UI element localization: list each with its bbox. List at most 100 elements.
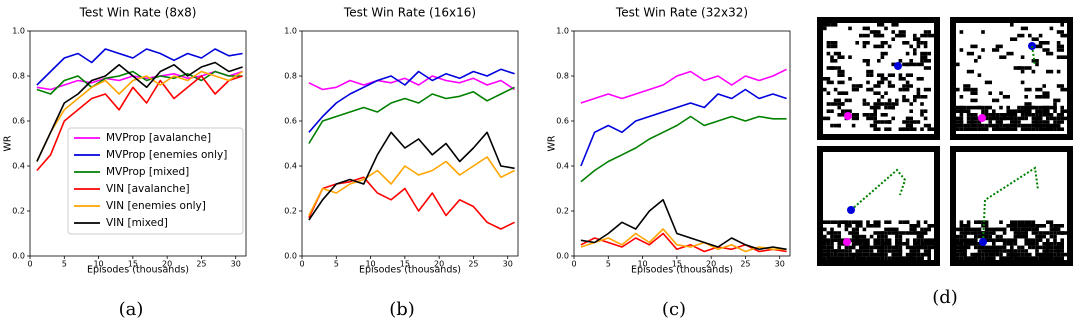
map-wall <box>1031 37 1039 41</box>
map-wall <box>977 123 985 128</box>
map-wall <box>913 48 917 52</box>
map-wall <box>920 55 928 59</box>
map-wall <box>884 256 888 260</box>
map-wall <box>905 80 910 85</box>
map-wall <box>869 87 874 92</box>
map-wall <box>862 113 870 117</box>
y-tick-label: 0.8 <box>284 72 297 81</box>
y-tick-label: 0.4 <box>556 162 569 171</box>
map-wall <box>916 120 921 124</box>
map-wall <box>970 87 978 92</box>
map-wall <box>898 33 906 38</box>
map-wall <box>877 102 885 106</box>
map-wall <box>1010 238 1018 242</box>
map-wall <box>1038 234 1043 239</box>
caption: (d) <box>932 287 958 308</box>
series-line <box>36 61 243 162</box>
map-wall <box>1020 26 1028 31</box>
map-wall <box>1028 252 1032 257</box>
map-wall <box>970 127 978 131</box>
map-wall <box>977 55 982 59</box>
map-wall <box>1056 242 1064 246</box>
map-wall <box>873 220 881 224</box>
series-line <box>580 199 787 251</box>
map-wall <box>898 77 906 81</box>
map-wall <box>920 41 924 45</box>
series-line <box>580 68 787 104</box>
map-wall <box>995 252 1000 257</box>
map-wall <box>966 105 974 110</box>
map-wall <box>1010 123 1018 128</box>
map-wall <box>1060 231 1068 235</box>
map-wall <box>927 30 931 34</box>
x-tick-label: 20 <box>706 260 716 269</box>
map-wall <box>1031 242 1036 246</box>
map-wall <box>862 98 867 103</box>
series-line <box>580 232 787 253</box>
plot-frame <box>301 30 519 257</box>
map-wall <box>826 91 831 95</box>
map-wall <box>999 252 1003 257</box>
map-wall <box>880 55 885 59</box>
map-wall <box>1020 252 1025 257</box>
x-tick-label: 5 <box>62 260 67 269</box>
map-wall <box>959 120 964 124</box>
map-wall <box>1006 238 1010 242</box>
map-wall <box>970 91 978 95</box>
map-wall <box>1035 245 1043 250</box>
map-wall <box>1053 249 1061 253</box>
map-wall <box>851 220 859 224</box>
series-line <box>308 68 515 133</box>
map-wall <box>1046 105 1050 110</box>
legend-label: VIN [avalanche] <box>106 183 190 195</box>
map-wall <box>1038 33 1043 38</box>
map-wall <box>898 242 903 246</box>
y-tick-label: 0.8 <box>556 72 569 81</box>
map-wall <box>862 245 870 250</box>
map-wall <box>877 91 881 95</box>
map-wall <box>1049 127 1054 131</box>
map-wall <box>1024 116 1028 121</box>
map-wall <box>902 127 906 131</box>
map-wall <box>1020 127 1028 131</box>
map-wall <box>1028 109 1032 113</box>
map-wall <box>1020 234 1028 239</box>
map-wall <box>1010 249 1014 253</box>
map-wall <box>970 116 974 121</box>
map-wall <box>902 41 910 45</box>
y-tick-label: 0.6 <box>556 117 569 126</box>
map-wall <box>841 256 845 260</box>
map-wall <box>1060 252 1068 257</box>
map-wall <box>862 59 870 63</box>
map-wall <box>999 123 1003 128</box>
map-wall <box>873 91 877 95</box>
x-axis-label: Episodes (thousands) <box>87 265 189 276</box>
map-wall <box>909 102 913 106</box>
map-wall <box>1006 51 1010 56</box>
map-wall <box>1024 220 1032 224</box>
map-wall <box>833 252 838 257</box>
map-wall <box>916 77 924 81</box>
map-wall <box>999 220 1003 224</box>
map-wall <box>884 102 892 106</box>
map-wall <box>851 245 856 250</box>
map-wall <box>891 249 895 253</box>
map-wall <box>826 256 834 260</box>
map-wall <box>959 105 967 110</box>
map-wall <box>909 59 913 63</box>
map-wall <box>884 91 888 95</box>
map-wall <box>859 249 863 253</box>
map-wall <box>866 224 874 228</box>
map-wall <box>1035 116 1043 121</box>
map-wall <box>920 238 924 242</box>
agent-marker <box>844 112 852 120</box>
map-wall <box>877 98 881 103</box>
series-line <box>36 70 243 95</box>
map-wall <box>1013 227 1018 232</box>
map-wall <box>916 256 924 260</box>
map-wall <box>927 51 931 56</box>
map-wall <box>1024 231 1028 235</box>
map-wall <box>873 105 881 110</box>
map-wall <box>1042 234 1046 239</box>
